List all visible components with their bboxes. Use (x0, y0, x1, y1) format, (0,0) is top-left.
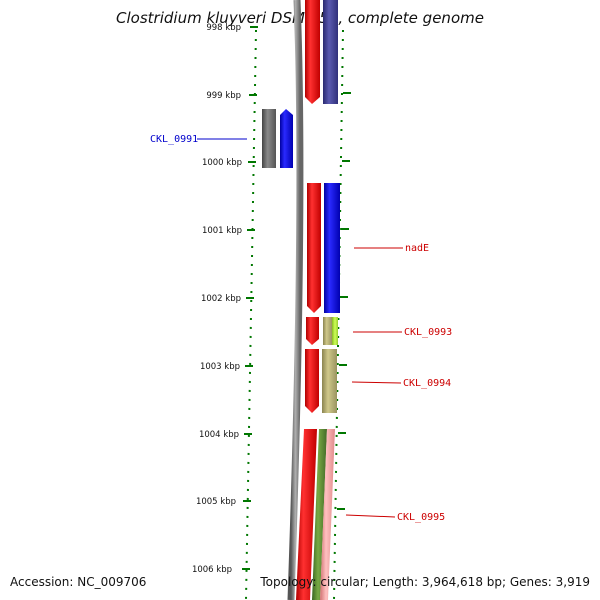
cds-pink-CKL_0995[interactable] (320, 429, 335, 600)
tick-label-998: 998 kbp (206, 23, 241, 33)
tick-label-1000: 1000 kbp (202, 158, 242, 168)
genome-backbone (287, 0, 304, 600)
gene-label-nadE[interactable]: nadE (405, 243, 429, 254)
label-line-CKL_0995 (345, 514, 396, 518)
cds-blue-CKL_0991[interactable] (280, 109, 293, 168)
tick-label-1006: 1006 kbp (192, 565, 232, 575)
cds-olive-CKL_0994[interactable] (322, 349, 337, 413)
genome-summary-text: Topology: circular; Length: 3,964,618 bp… (260, 575, 590, 589)
cds-navy-1[interactable] (323, 0, 338, 104)
tick-label-1003: 1003 kbp (200, 362, 240, 372)
cds-red-CKL_0994[interactable] (305, 349, 319, 413)
cds-blue-nadE[interactable] (324, 183, 340, 313)
gene-label-CKL_0995[interactable]: CKL_0995 (397, 512, 445, 523)
gene-label-CKL_0993[interactable]: CKL_0993 (404, 327, 452, 338)
cds-red-CKL_0993[interactable] (306, 317, 319, 345)
inner-ruler-dots (245, 29, 257, 600)
cds-green-CKL_0995[interactable] (312, 429, 327, 600)
cds-red-1[interactable] (305, 0, 320, 104)
accession-text: Accession: NC_009706 (10, 575, 147, 589)
tick-label-1001: 1001 kbp (202, 226, 242, 236)
cds-red-nadE[interactable] (307, 183, 321, 313)
cds-gray-1[interactable] (262, 109, 276, 168)
outer-ruler-dots (333, 29, 344, 600)
tick-label-1004: 1004 kbp (199, 430, 239, 440)
cds-lime-CKL_0993[interactable] (332, 317, 338, 345)
gene-label-CKL_0994[interactable]: CKL_0994 (403, 378, 451, 389)
ruler-major-ticks (242, 26, 258, 570)
cds-red-CKL_0995[interactable] (296, 429, 317, 600)
gene-label-CKL_0991[interactable]: CKL_0991 (150, 134, 198, 145)
label-line-CKL_0994 (351, 381, 402, 384)
tick-label-1002: 1002 kbp (201, 294, 241, 304)
ruler-outer-ticks (337, 92, 351, 510)
tick-label-1005: 1005 kbp (196, 497, 236, 507)
tick-label-999: 999 kbp (206, 91, 241, 101)
cds-olive-CKL_0993[interactable] (323, 317, 332, 345)
